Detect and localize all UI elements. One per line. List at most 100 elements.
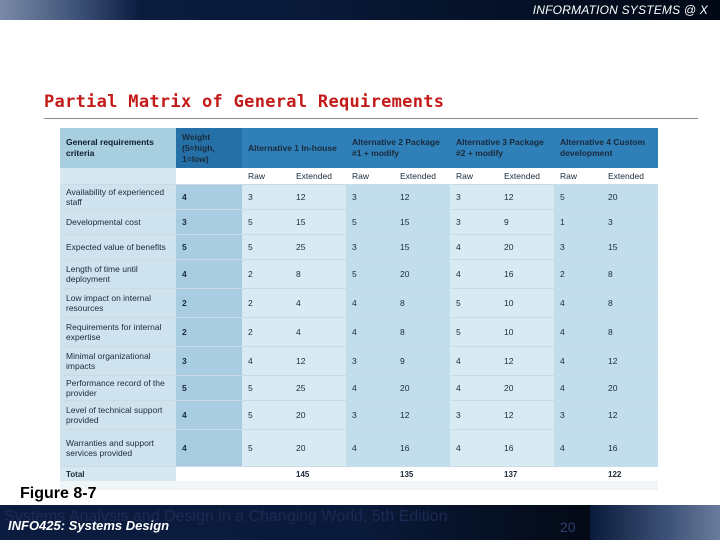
extended-cell: 15 (394, 234, 450, 260)
raw-cell: 5 (554, 184, 602, 210)
raw-cell: 3 (450, 400, 498, 430)
subheader-raw: Raw (450, 168, 498, 185)
table-row: Performance record of the provider 5 5 25 4 2… (60, 375, 658, 401)
extended-cell: 3 (602, 209, 658, 235)
matrix-table: General requirements criteria Weight (5=… (60, 128, 658, 481)
slide-title: Partial Matrix of General Requirements (44, 92, 445, 112)
extended-cell: 15 (602, 234, 658, 260)
extended-cell: 16 (498, 259, 554, 289)
total-alt4: 122 (602, 466, 658, 481)
total-alt3: 137 (498, 466, 554, 481)
extended-cell: 12 (498, 400, 554, 430)
raw-cell: 5 (242, 400, 290, 430)
raw-cell: 3 (450, 209, 498, 235)
col-alt4: Alternative 4 Custom development (554, 128, 658, 168)
extended-cell: 20 (498, 234, 554, 260)
total-row: Total 145 135 137 122 (60, 466, 658, 481)
extended-cell: 25 (290, 375, 346, 401)
extended-cell: 12 (498, 184, 554, 210)
raw-cell: 5 (346, 259, 394, 289)
criteria-cell: Expected value of benefits (60, 234, 176, 260)
criteria-cell: Warranties and support services provided (60, 429, 176, 467)
table-row: Developmental cost 3 5 15 5 15 3 9 1 3 (60, 209, 658, 235)
extended-cell: 12 (602, 346, 658, 376)
raw-cell: 4 (554, 317, 602, 347)
extended-cell: 4 (290, 317, 346, 347)
raw-cell: 4 (346, 317, 394, 347)
subheader-raw: Raw (242, 168, 290, 185)
criteria-cell: Minimal organizational impacts (60, 346, 176, 376)
extended-cell: 20 (290, 429, 346, 467)
raw-cell: 3 (346, 184, 394, 210)
table-row: Warranties and support services provided… (60, 429, 658, 467)
col-criteria: General requirements criteria (60, 128, 176, 168)
extended-cell: 16 (394, 429, 450, 467)
header-row: General requirements criteria Weight (5=… (60, 128, 658, 168)
subheader-row: Raw Extended Raw Extended Raw Extended R… (60, 168, 658, 185)
criteria-cell: Level of technical support provided (60, 400, 176, 430)
extended-cell: 8 (290, 259, 346, 289)
raw-cell: 4 (346, 288, 394, 318)
raw-cell: 1 (554, 209, 602, 235)
extended-cell: 20 (394, 375, 450, 401)
extended-cell: 25 (290, 234, 346, 260)
raw-cell: 5 (242, 234, 290, 260)
extended-cell: 16 (498, 429, 554, 467)
extended-cell: 20 (602, 184, 658, 210)
weight-cell: 5 (176, 234, 242, 260)
weight-cell: 3 (176, 346, 242, 376)
criteria-cell: Requirements for internal expertise (60, 317, 176, 347)
extended-cell: 15 (290, 209, 346, 235)
raw-cell: 4 (242, 346, 290, 376)
extended-cell: 12 (394, 400, 450, 430)
footer-photo (590, 505, 720, 540)
subheader-extended: Extended (498, 168, 554, 185)
weight-cell: 4 (176, 184, 242, 210)
raw-cell: 4 (554, 288, 602, 318)
header-bar: INFORMATION SYSTEMS @ X (0, 0, 720, 20)
extended-cell: 8 (602, 259, 658, 289)
col-alt2: Alternative 2 Package #1 + modify (346, 128, 450, 168)
weight-cell: 4 (176, 259, 242, 289)
subheader-raw: Raw (554, 168, 602, 185)
extended-cell: 12 (290, 346, 346, 376)
extended-cell: 12 (290, 184, 346, 210)
table-row: Expected value of benefits 5 5 25 3 15 4 20 3 15 (60, 234, 658, 260)
extended-cell: 9 (498, 209, 554, 235)
raw-cell: 3 (242, 184, 290, 210)
criteria-cell: Performance record of the provider (60, 375, 176, 401)
weight-cell: 2 (176, 288, 242, 318)
raw-cell: 3 (554, 234, 602, 260)
raw-cell: 3 (346, 234, 394, 260)
extended-cell: 8 (602, 288, 658, 318)
raw-cell: 3 (346, 400, 394, 430)
extended-cell: 12 (394, 184, 450, 210)
raw-cell: 2 (242, 259, 290, 289)
requirements-matrix: General requirements criteria Weight (5=… (60, 128, 658, 490)
table-row: Length of time until deployment 4 2 8 5 20 4 16… (60, 259, 658, 289)
weight-cell: 4 (176, 429, 242, 467)
raw-cell: 4 (346, 375, 394, 401)
table-row: Availability of experienced staff 4 3 12 3 12… (60, 184, 658, 210)
raw-cell: 4 (450, 234, 498, 260)
extended-cell: 12 (602, 400, 658, 430)
raw-cell: 4 (450, 346, 498, 376)
weight-cell: 2 (176, 317, 242, 347)
extended-cell: 20 (290, 400, 346, 430)
criteria-cell: Length of time until deployment (60, 259, 176, 289)
weight-cell: 3 (176, 209, 242, 235)
total-alt2: 135 (394, 466, 450, 481)
book-title: Systems Analysis and Design in a Changin… (4, 508, 448, 525)
raw-cell: 3 (346, 346, 394, 376)
subheader-extended: Extended (602, 168, 658, 185)
course-name: INFO425: Systems Design (8, 518, 170, 533)
footer-bar (0, 505, 720, 540)
extended-cell: 8 (394, 317, 450, 347)
raw-cell: 2 (242, 288, 290, 318)
extended-cell: 16 (602, 429, 658, 467)
raw-cell: 4 (450, 429, 498, 467)
extended-cell: 8 (602, 317, 658, 347)
extended-cell: 8 (394, 288, 450, 318)
raw-cell: 4 (554, 429, 602, 467)
table-row: Minimal organizational impacts 3 4 12 3 9 4 12 4… (60, 346, 658, 376)
